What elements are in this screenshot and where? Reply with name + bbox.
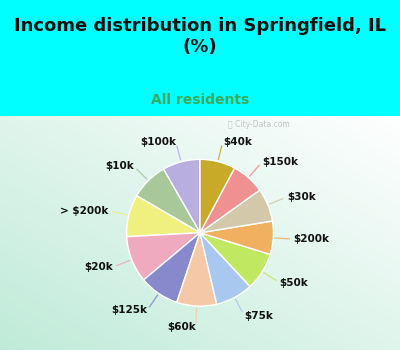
Wedge shape [177,233,217,306]
Text: $20k: $20k [84,262,113,272]
Text: ⓘ City-Data.com: ⓘ City-Data.com [228,120,290,129]
Text: $200k: $200k [294,234,330,244]
Text: $60k: $60k [167,322,196,331]
Text: $40k: $40k [223,136,252,147]
Wedge shape [200,233,250,304]
Wedge shape [137,169,200,233]
Text: $30k: $30k [287,192,316,202]
Wedge shape [200,233,270,286]
Wedge shape [200,159,234,233]
Wedge shape [200,221,273,254]
Text: $150k: $150k [262,157,298,167]
Wedge shape [127,196,200,237]
Text: $10k: $10k [105,161,134,171]
Wedge shape [127,233,200,280]
Text: $100k: $100k [140,137,176,147]
Text: $75k: $75k [244,310,273,321]
Wedge shape [200,190,272,233]
Text: $50k: $50k [280,278,308,288]
Text: $125k: $125k [111,306,147,315]
Wedge shape [200,168,260,233]
Text: > $200k: > $200k [60,206,109,216]
Text: Income distribution in Springfield, IL
(%): Income distribution in Springfield, IL (… [14,18,386,56]
Wedge shape [144,233,200,302]
Wedge shape [164,159,200,233]
Text: All residents: All residents [151,93,249,107]
